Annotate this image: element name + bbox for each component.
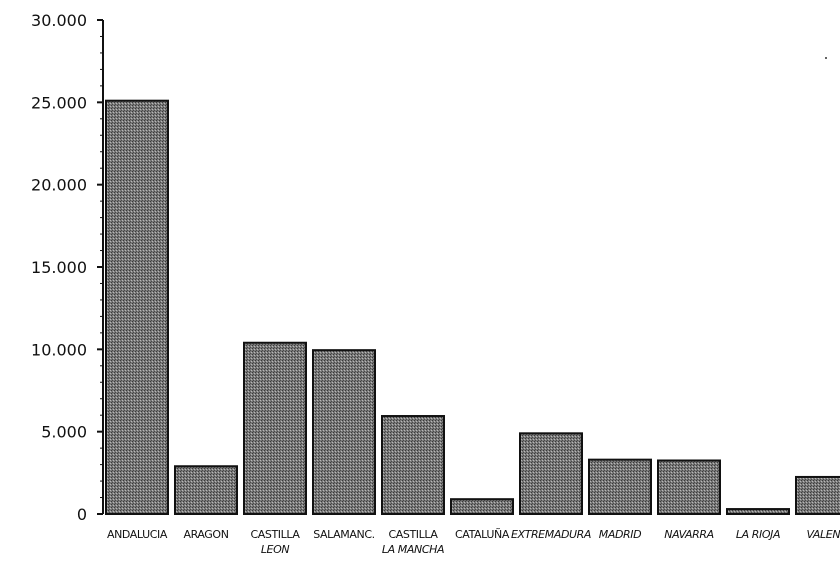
stray-dot bbox=[825, 57, 827, 59]
x-tick-label: LA RIOJA bbox=[736, 528, 780, 541]
x-tick-label: CASTILLA bbox=[389, 528, 439, 541]
x-tick-label: VALENC bbox=[807, 528, 840, 541]
x-tick-label: LA MANCHA bbox=[382, 543, 444, 556]
bar bbox=[519, 432, 583, 515]
bar bbox=[174, 465, 238, 516]
bar bbox=[105, 99, 169, 515]
bar bbox=[450, 498, 514, 515]
x-tick-label: CASTILLA bbox=[251, 528, 301, 541]
x-tick-label: ARAGON bbox=[183, 528, 228, 541]
y-tick-label: 20.000 bbox=[31, 176, 87, 195]
x-tick-label: EXTREMADURA bbox=[511, 528, 591, 541]
y-tick-label: 30.000 bbox=[31, 11, 87, 30]
x-tick-label: CATALUÑA bbox=[455, 528, 510, 541]
bar bbox=[381, 415, 445, 516]
x-tick-label: ANDALUCIA bbox=[107, 528, 168, 541]
y-tick-label: 0 bbox=[77, 505, 87, 524]
bar bbox=[243, 341, 307, 515]
y-tick-label: 10.000 bbox=[31, 340, 87, 359]
bar bbox=[657, 459, 721, 516]
y-tick-label: 5.000 bbox=[41, 423, 87, 442]
bar bbox=[588, 458, 652, 516]
y-tick-label: 25.000 bbox=[31, 93, 87, 112]
bars bbox=[105, 99, 840, 516]
x-tick-label: SALAMANC. bbox=[313, 528, 374, 541]
y-axis: 0 5.000 10.000 15.000 20.000 25.000 30.000 bbox=[31, 11, 104, 524]
bar bbox=[312, 349, 376, 516]
y-tick-label: 15.000 bbox=[31, 258, 87, 277]
x-axis-labels: ANDALUCIA ARAGON CASTILLA LEON SALAMANC. CAST… bbox=[107, 528, 840, 556]
bar bbox=[795, 475, 840, 516]
x-tick-label: NAVARRA bbox=[664, 528, 714, 541]
bar bbox=[726, 508, 790, 515]
x-tick-label: MADRID bbox=[599, 528, 641, 541]
x-tick-label: LEON bbox=[261, 543, 290, 556]
